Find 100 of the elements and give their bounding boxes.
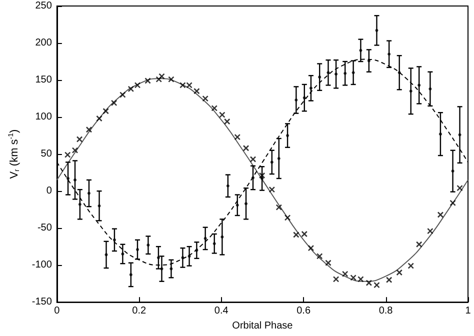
point — [170, 267, 173, 270]
point — [129, 273, 132, 276]
point — [96, 115, 102, 122]
point — [293, 232, 300, 238]
point — [258, 172, 266, 179]
point — [168, 76, 174, 82]
point — [398, 71, 401, 74]
point — [188, 254, 191, 258]
y-tick-label: -150 — [32, 296, 52, 308]
x-tick-label: 0.2 — [132, 306, 147, 317]
point — [302, 96, 306, 100]
x-axis-title: Orbital Phase — [232, 320, 294, 332]
point — [87, 192, 90, 195]
point — [438, 132, 442, 136]
y-tick-label: -50 — [37, 222, 52, 234]
point — [220, 235, 224, 238]
y-tick-label: 0 — [46, 186, 52, 197]
point — [242, 144, 250, 152]
point — [76, 136, 83, 142]
y-tick-label: 100 — [35, 112, 52, 123]
point — [72, 147, 78, 154]
point — [134, 82, 141, 88]
point — [408, 262, 414, 269]
point — [277, 156, 280, 160]
point — [160, 267, 164, 270]
point — [334, 72, 338, 76]
point — [367, 59, 370, 62]
point — [409, 90, 412, 93]
point — [294, 98, 298, 102]
point — [104, 253, 108, 256]
point — [318, 76, 322, 79]
point — [375, 28, 378, 32]
point — [181, 256, 184, 260]
point — [121, 252, 124, 256]
point — [359, 48, 362, 52]
point — [112, 238, 116, 242]
point — [301, 230, 308, 238]
point — [236, 204, 239, 207]
point — [244, 202, 248, 206]
point — [202, 95, 208, 102]
point — [98, 204, 101, 208]
point — [234, 134, 241, 140]
point — [308, 244, 314, 252]
point — [64, 152, 71, 158]
point — [366, 280, 372, 286]
point — [219, 112, 226, 118]
point — [326, 71, 330, 74]
point — [226, 184, 230, 188]
point — [102, 108, 109, 114]
point — [276, 204, 282, 210]
point — [316, 253, 323, 260]
point — [388, 52, 391, 56]
point — [212, 242, 216, 246]
point — [156, 256, 160, 260]
point — [156, 76, 162, 82]
point — [427, 228, 434, 234]
point — [120, 92, 126, 98]
x-tick-label: 0.8 — [378, 306, 394, 317]
x-tick-label: 0 — [54, 306, 60, 317]
point — [270, 160, 274, 164]
point — [428, 87, 432, 90]
y-tick-label: 250 — [35, 0, 52, 12]
point — [128, 86, 134, 92]
point — [284, 214, 291, 221]
point — [186, 82, 192, 88]
point — [374, 282, 380, 288]
line-series — [56, 78, 468, 282]
point — [252, 176, 254, 180]
point — [350, 274, 356, 281]
point — [416, 241, 422, 248]
point — [396, 269, 402, 276]
point — [250, 156, 256, 162]
y-tick-label: 50 — [40, 148, 52, 160]
point — [342, 270, 348, 278]
point — [180, 82, 186, 88]
point — [458, 133, 462, 136]
y-tick-label: 150 — [35, 74, 52, 86]
x-tick-label: 0.6 — [296, 306, 311, 317]
point — [418, 84, 421, 87]
point — [358, 276, 364, 282]
point — [195, 248, 198, 252]
point — [146, 244, 150, 247]
point — [86, 126, 92, 133]
point — [268, 186, 276, 193]
point — [309, 86, 312, 90]
point — [451, 170, 454, 173]
point — [325, 260, 332, 266]
point — [144, 78, 151, 84]
y-tick-label: 200 — [35, 38, 52, 49]
point — [110, 100, 118, 106]
point — [344, 72, 347, 75]
point — [194, 88, 200, 94]
point — [437, 212, 444, 218]
y-tick-label: -100 — [32, 260, 52, 271]
point — [450, 200, 456, 206]
point — [158, 73, 165, 80]
point — [204, 236, 207, 240]
point — [211, 105, 218, 112]
point — [332, 276, 340, 282]
point — [386, 276, 392, 284]
